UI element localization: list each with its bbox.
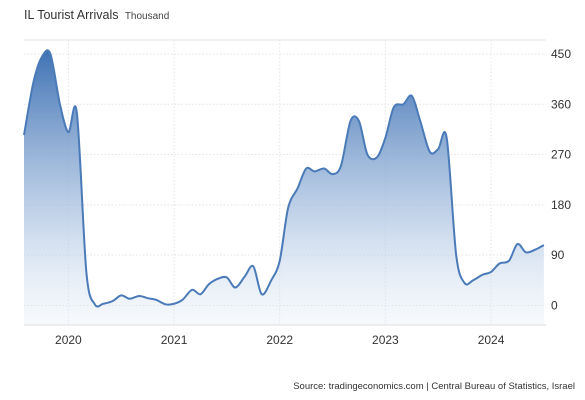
chart-subtitle: Thousand — [124, 11, 170, 22]
source-note: Source: tradingeconomics.com | Central B… — [293, 381, 575, 392]
chart-title: IL Tourist Arrivals Thousand — [24, 8, 169, 22]
y-tick-label: 450 — [551, 47, 571, 61]
y-tick-label: 180 — [551, 198, 571, 212]
x-tick-label: 2022 — [266, 333, 293, 347]
y-tick-label: 270 — [551, 148, 571, 162]
series-line — [23, 49, 545, 308]
y-tick-label: 360 — [551, 97, 571, 111]
y-tick-label: 0 — [551, 298, 558, 312]
x-tick-label: 2020 — [55, 333, 82, 347]
y-tick-label: 90 — [551, 248, 565, 262]
series-area-fill — [24, 50, 544, 325]
x-tick-label: 2023 — [372, 333, 399, 347]
chart-title-text: IL Tourist Arrivals — [24, 8, 119, 22]
area-layer — [23, 49, 545, 325]
x-axis: 2020 2021 2022 2023 2024 — [55, 333, 505, 347]
x-tick-label: 2021 — [161, 333, 188, 347]
y-axis: 0 90 180 270 360 450 — [551, 47, 571, 312]
x-tick-label: 2024 — [478, 333, 505, 347]
